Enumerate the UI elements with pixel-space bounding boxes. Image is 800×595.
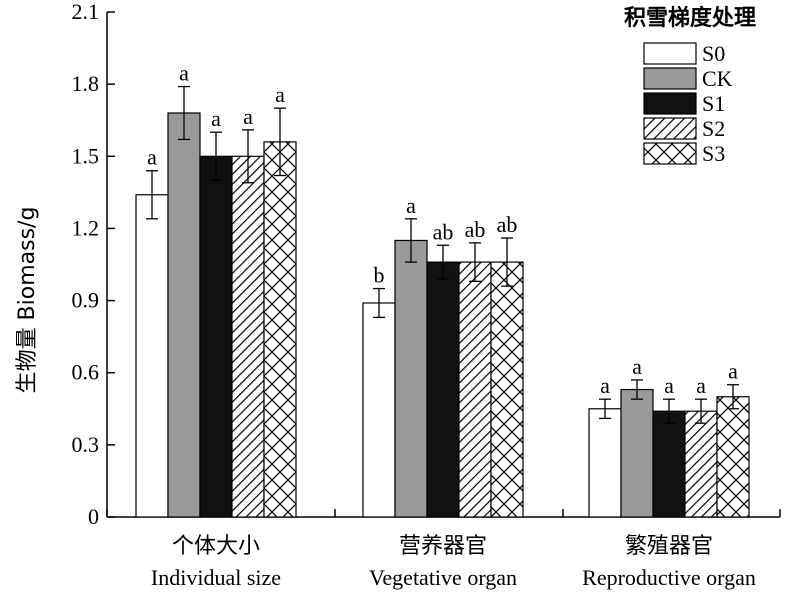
legend-swatch-CK: [643, 67, 697, 90]
significance-label: a: [728, 359, 738, 384]
bar-S0: [588, 408, 622, 518]
significance-label: b: [374, 263, 385, 288]
legend-label-CK: CK: [702, 66, 733, 91]
significance-label: a: [179, 61, 189, 86]
y-tick-label: 0: [88, 504, 99, 529]
legend-label-S3: S3: [702, 141, 725, 166]
bar-S3: [263, 141, 297, 518]
y-axis-label: 生物量 Biomass/g: [15, 207, 40, 394]
significance-label: ab: [465, 217, 486, 242]
x-category-label-zh: 个体大小: [172, 534, 260, 559]
bar-S2: [231, 155, 265, 518]
x-category-label-en: Individual size: [151, 565, 281, 590]
x-category-label-en: Vegetative organ: [369, 565, 517, 590]
y-tick-label: 0.6: [72, 360, 100, 385]
bar-CK: [620, 388, 654, 518]
bar-S2: [684, 410, 718, 518]
significance-label: a: [243, 104, 253, 129]
bar-CK: [167, 112, 201, 518]
bar-S1: [199, 155, 233, 518]
legend-label-S0: S0: [702, 41, 725, 66]
legend-label-S2: S2: [702, 116, 725, 141]
legend-title: 积雪梯度处理: [624, 5, 756, 31]
x-category-label-en: Reproductive organ: [582, 565, 756, 590]
x-category-label-zh: 营养器官: [399, 534, 487, 559]
significance-label: a: [696, 373, 706, 398]
bar-S2: [458, 261, 492, 518]
bar-CK: [394, 239, 428, 518]
bar-S0: [362, 302, 396, 518]
significance-label: a: [600, 373, 610, 398]
bar-S3: [716, 396, 750, 518]
bar-S0: [135, 194, 169, 518]
y-tick-label: 2.1: [72, 0, 100, 24]
y-tick-label: 1.2: [72, 215, 100, 240]
significance-label: a: [275, 82, 285, 107]
legend-label-S1: S1: [702, 91, 725, 116]
y-tick-label: 0.3: [72, 432, 100, 457]
significance-label: a: [632, 354, 642, 379]
significance-label: ab: [497, 212, 518, 237]
bar-S1: [652, 410, 686, 518]
significance-label: ab: [433, 219, 454, 244]
bar-S3: [490, 261, 524, 518]
significance-label: a: [406, 193, 416, 218]
significance-label: a: [211, 106, 221, 131]
legend-swatch-S1: [643, 92, 697, 115]
bars: [135, 85, 750, 518]
bar-S1: [426, 261, 460, 518]
legend-swatch-S2: [643, 117, 697, 140]
x-category-label-zh: 繁殖器官: [625, 534, 713, 559]
axes: 0 0.3 0.6 0.9 1.2 1.5 1.8 2.1 个体大小 Individual siz…: [72, 0, 781, 590]
y-tick-label: 1.5: [72, 143, 100, 168]
legend-swatch-S0: [643, 42, 697, 65]
significance-label: a: [147, 145, 157, 170]
y-tick-label: 1.8: [72, 71, 100, 96]
y-tick-label: 0.9: [72, 288, 100, 313]
legend-swatch-S3: [643, 142, 697, 165]
significance-label: a: [664, 373, 674, 398]
